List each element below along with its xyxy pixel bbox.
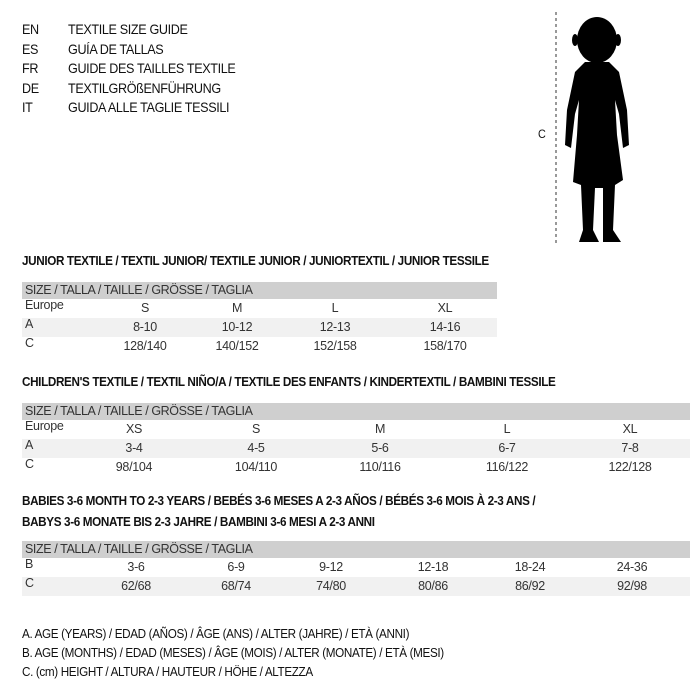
table-cell: 7-8 (621, 441, 639, 455)
table-row: B 3-6 6-9 9-12 12-18 18-24 24-36 (22, 557, 690, 577)
table-row: C 98/104 104/110 110/116 116/122 122/128 (22, 457, 690, 477)
table-cell: 12-13 (319, 320, 351, 334)
table-cell: 24-36 (616, 560, 648, 574)
table-row: Europe S M L XL (22, 298, 497, 318)
table-cell: 10-12 (221, 320, 253, 334)
children-size-table: SIZE / TALLA / TAILLE / GRÖSSE / TAGLIA E… (22, 403, 690, 477)
language-code: DE (22, 79, 39, 96)
table-cell: S (251, 422, 261, 436)
language-code: ES (22, 40, 39, 57)
table-cell: 74/80 (316, 579, 346, 593)
table-cell: XL (437, 301, 453, 315)
table-cell: 5-6 (371, 441, 389, 455)
language-title: GUIDA ALLE TAGLIE TESSILI (68, 99, 230, 115)
table-row: A 8-10 10-12 12-13 14-16 (22, 317, 497, 337)
babies-title-line1: BABIES 3-6 MONTH TO 2-3 YEARS / BEBÉS 3-… (22, 493, 536, 508)
legend-c: C. (cm) HEIGHT / ALTURA / HAUTEUR / HÖHE… (22, 664, 313, 679)
table-row: A 3-4 4-5 5-6 6-7 7-8 (22, 438, 690, 458)
table-cell: 158/170 (423, 339, 467, 353)
table-cell: L (331, 301, 339, 315)
language-code: IT (22, 99, 33, 115)
table-cell: 12-18 (417, 560, 449, 574)
table-cell: 86/92 (515, 579, 545, 593)
table-row: C 62/68 68/74 74/80 80/86 86/92 92/98 (22, 576, 690, 596)
table-cell: 140/152 (215, 339, 259, 353)
table-cell: M (231, 301, 243, 315)
children-title: CHILDREN'S TEXTILE / TEXTIL NIÑO/A / TEX… (22, 374, 556, 389)
table-cell: M (374, 422, 386, 436)
table-row: Europe XS S M L XL (22, 419, 690, 439)
table-cell: L (503, 422, 511, 436)
table-cell: 80/86 (418, 579, 448, 593)
babies-size-table: SIZE / TALLA / TAILLE / GRÖSSE / TAGLIA B… (22, 541, 690, 596)
table-cell: 4-5 (247, 441, 265, 455)
child-silhouette-icon (555, 12, 629, 244)
legend-b: B. AGE (MONTHS) / EDAD (MESES) / ÂGE (MO… (22, 645, 444, 660)
table-cell: 9-12 (319, 560, 343, 574)
table-cell: 18-24 (514, 560, 546, 574)
language-code: FR (22, 60, 39, 76)
table-cell: 3-6 (127, 560, 145, 574)
table-header: SIZE / TALLA / TAILLE / GRÖSSE / TAGLIA (22, 541, 690, 558)
table-cell: 116/122 (485, 460, 529, 474)
row-label: C (25, 336, 34, 350)
table-cell: 92/98 (617, 579, 647, 593)
language-title: GUÍA DE TALLAS (68, 40, 164, 57)
table-header: SIZE / TALLA / TAILLE / GRÖSSE / TAGLIA (22, 403, 690, 420)
row-label: A (25, 317, 34, 331)
table-cell: 6-7 (498, 441, 516, 455)
table-cell: 68/74 (221, 579, 251, 593)
junior-title: JUNIOR TEXTILE / TEXTIL JUNIOR/ TEXTILE … (22, 253, 489, 268)
row-label: Europe (25, 419, 64, 433)
table-cell: 3-4 (125, 441, 143, 455)
babies-title-line2: BABYS 3-6 MONATE BIS 2-3 JAHRE / BAMBINI… (22, 514, 375, 529)
language-title: TEXTILGRÖßENFÜHRUNG (68, 79, 221, 96)
table-cell: 98/104 (115, 460, 153, 474)
height-measure-label: C (538, 127, 546, 141)
table-row: C 128/140 140/152 152/158 158/170 (22, 336, 497, 356)
table-cell: 14-16 (429, 320, 461, 334)
row-label: B (25, 557, 34, 571)
table-cell: XL (622, 422, 638, 436)
table-cell: S (140, 301, 150, 315)
table-cell: XS (125, 422, 143, 436)
row-label: A (25, 438, 34, 452)
table-cell: 122/128 (608, 460, 652, 474)
table-header: SIZE / TALLA / TAILLE / GRÖSSE / TAGLIA (22, 282, 497, 299)
table-cell: 62/68 (121, 579, 151, 593)
language-title: GUIDE DES TAILLES TEXTILE (68, 60, 236, 76)
language-title: TEXTILE SIZE GUIDE (68, 21, 188, 37)
table-cell: 128/140 (123, 339, 167, 353)
language-code: EN (22, 21, 39, 37)
table-cell: 6-9 (227, 560, 245, 574)
row-label: Europe (25, 298, 64, 312)
junior-size-table: SIZE / TALLA / TAILLE / GRÖSSE / TAGLIA E… (22, 282, 497, 356)
table-cell: 8-10 (133, 320, 157, 334)
table-cell: 104/110 (234, 460, 278, 474)
row-label: C (25, 576, 34, 590)
legend-a: A. AGE (YEARS) / EDAD (AÑOS) / ÂGE (ANS)… (22, 626, 410, 641)
table-cell: 152/158 (313, 339, 357, 353)
row-label: C (25, 457, 34, 471)
table-cell: 110/116 (359, 460, 401, 474)
